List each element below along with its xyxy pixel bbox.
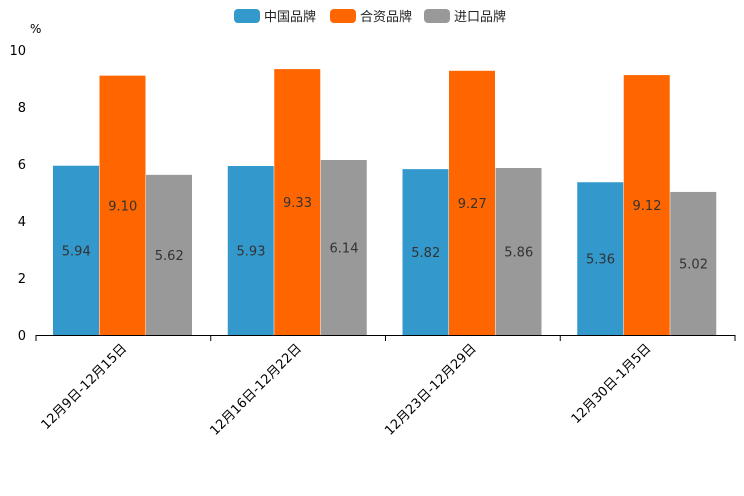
bar (53, 165, 99, 335)
x-axis: 12月9日-12月15日 12月16日-12月22日 12月23日-12月29日 12… (35, 335, 736, 439)
y-axis: 0 2 4 6 8 10 (9, 44, 26, 344)
legend-label: 进口品牌 (454, 9, 506, 25)
data-labels: 5.94 9.10 5.62 5.93 9.33 6.14 5.82 9.27 5.86 5.36… (62, 196, 708, 272)
data-label: 9.10 (108, 199, 137, 214)
bar (623, 75, 670, 335)
y-tick-label: 6 (18, 158, 26, 173)
bar (670, 191, 717, 335)
bar (577, 182, 624, 335)
data-label: 5.36 (586, 253, 615, 268)
bar (227, 165, 274, 335)
data-label: 5.02 (679, 257, 708, 272)
bar (146, 174, 192, 335)
legend-swatch (234, 9, 260, 23)
data-label: 6.14 (330, 242, 359, 257)
x-tick-label: 12月23日-12月29日 (382, 341, 479, 438)
legend: 中国品牌 合资品牌 进口品牌 (234, 9, 506, 25)
y-tick-label: 0 (18, 329, 26, 344)
y-tick-label: 4 (18, 215, 26, 230)
data-label: 9.27 (458, 197, 487, 212)
legend-swatch (424, 9, 450, 23)
y-axis-unit: % (30, 22, 41, 36)
data-label: 5.62 (155, 249, 184, 264)
data-label: 9.12 (633, 199, 662, 214)
bar (402, 169, 449, 335)
legend-swatch (330, 9, 356, 23)
x-tick-label: 12月9日-12月15日 (39, 341, 131, 433)
y-tick-label: 8 (18, 101, 26, 116)
data-label: 5.94 (62, 244, 91, 259)
bar (274, 69, 321, 335)
bars (53, 69, 717, 336)
bar (495, 167, 542, 335)
data-label: 5.82 (411, 246, 440, 261)
x-tick-label: 12月16日-12月22日 (207, 341, 304, 438)
x-tick-label: 12月30日-1月5日 (569, 341, 655, 427)
legend-label: 中国品牌 (264, 9, 316, 25)
data-label: 9.33 (283, 196, 312, 211)
bar (320, 160, 367, 335)
y-tick-label: 2 (18, 272, 26, 287)
data-label: 5.86 (504, 245, 533, 260)
y-tick-label: 10 (9, 44, 26, 59)
legend-label: 合资品牌 (360, 9, 412, 25)
bar (449, 70, 495, 336)
data-label: 5.93 (237, 244, 266, 259)
bar (99, 75, 146, 336)
